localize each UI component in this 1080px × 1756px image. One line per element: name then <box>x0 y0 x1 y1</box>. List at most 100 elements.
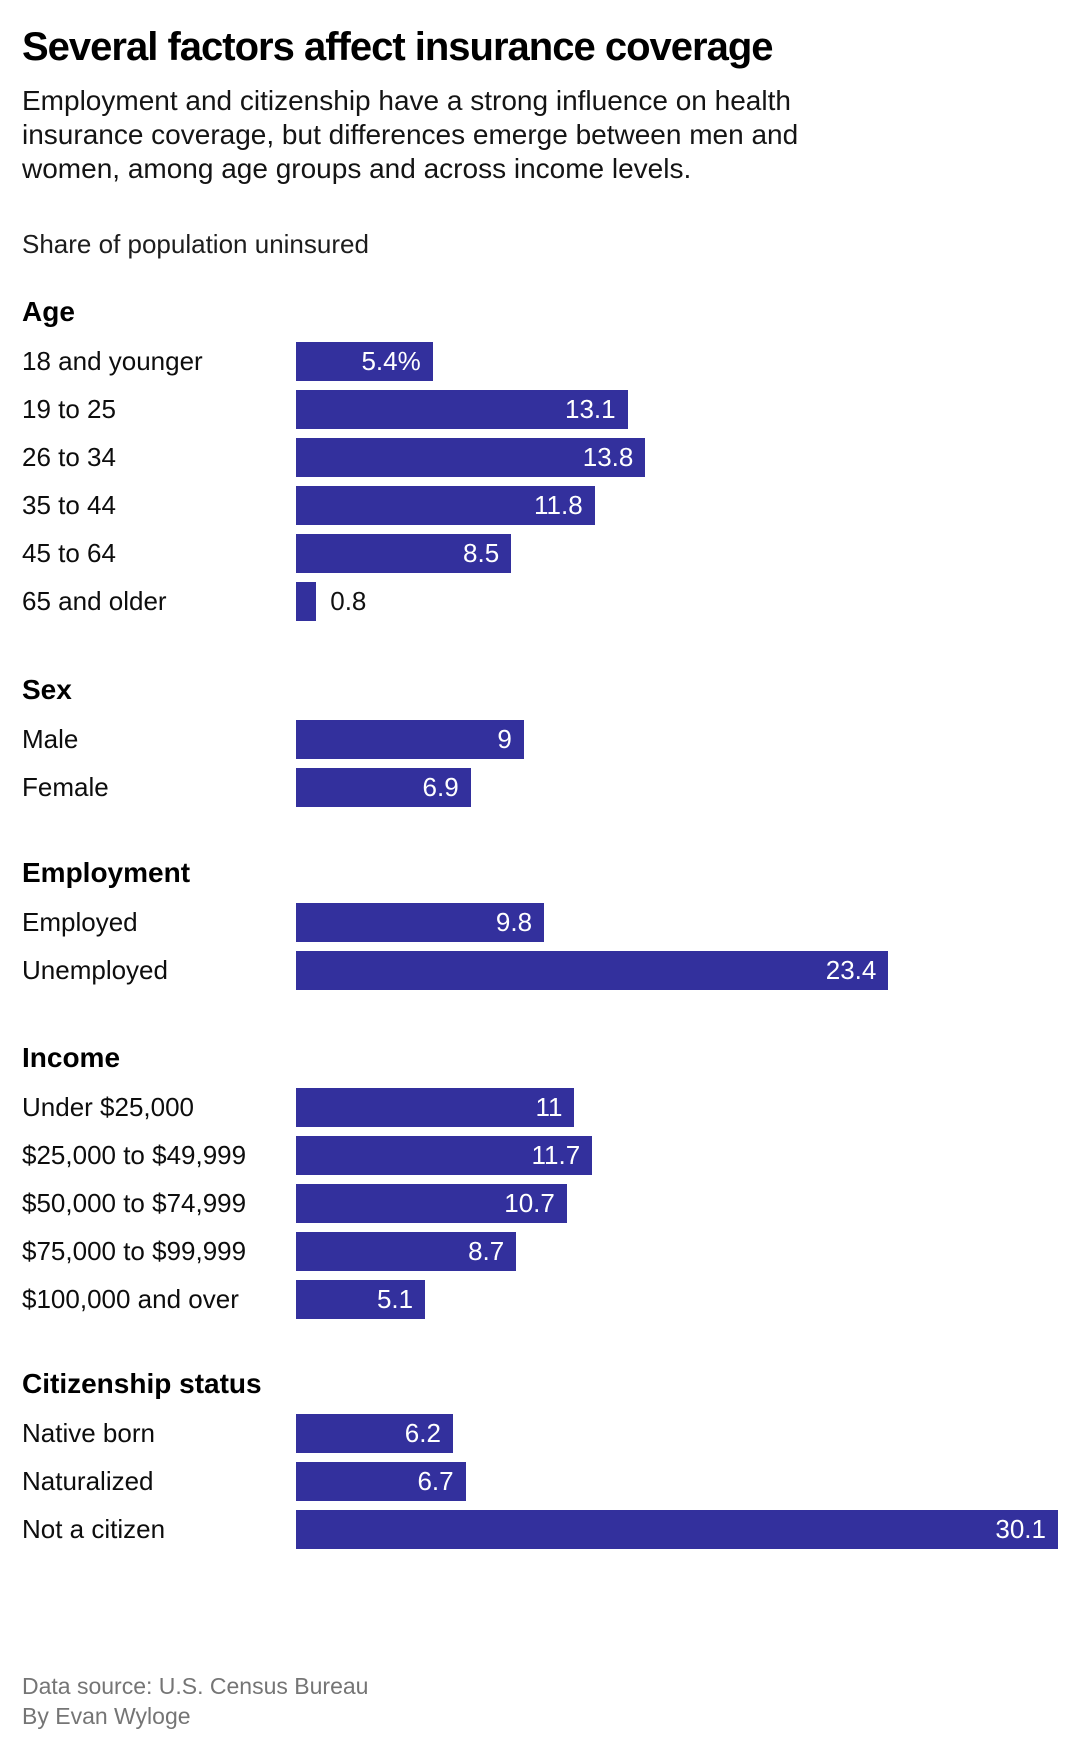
category-label: 26 to 34 <box>22 442 116 472</box>
bar-track: 0.8 <box>296 581 1058 621</box>
bar: 9.8 <box>296 902 545 942</box>
bar: 6.2 <box>296 1413 453 1453</box>
bar-row: $25,000 to $49,999 11.7 <box>22 1131 1058 1179</box>
bar-track: 8.5 <box>296 533 1058 573</box>
bar-value-label: 11 <box>535 1091 563 1122</box>
bar-track: 30.1 <box>296 1509 1058 1549</box>
byline: By Evan Wyloge <box>22 1703 191 1729</box>
bar-value-label: 11.7 <box>531 1139 581 1170</box>
category-label: Under $25,000 <box>22 1092 195 1122</box>
bar-track: 23.4 <box>296 950 1058 990</box>
category-label: Employed <box>22 907 138 937</box>
bar-value-label: 6.9 <box>422 771 459 802</box>
bar-row: Under $25,000 11 <box>22 1083 1058 1131</box>
category-label: 65 and older <box>22 586 167 616</box>
bar-track: 9.8 <box>296 902 1058 942</box>
bar <box>296 581 317 621</box>
bar: 11 <box>296 1087 575 1127</box>
bar-track: 5.1 <box>296 1279 1058 1319</box>
bar: 13.1 <box>296 389 628 429</box>
category-label: 35 to 44 <box>22 490 116 520</box>
bar-value-label: 5.1 <box>376 1283 414 1314</box>
category-label: $50,000 to $74,999 <box>22 1188 247 1218</box>
bar-value-label: 8.5 <box>463 537 500 568</box>
category-label: $25,000 to $49,999 <box>22 1140 247 1170</box>
bar-row: Naturalized 6.7 <box>22 1457 1058 1505</box>
bar-row: Not a citizen 30.1 <box>22 1505 1058 1553</box>
bar-row: Native born 6.2 <box>22 1409 1058 1457</box>
group-header: Citizenship status <box>22 1368 262 1399</box>
bar-row: Female 6.9 <box>22 763 1058 811</box>
bar-value-label: 0.8 <box>330 585 367 616</box>
subtitle-line: Employment and citizenship have a strong… <box>22 85 791 116</box>
bar-row: 35 to 44 11.8 <box>22 481 1058 529</box>
bar-row: 65 and older 0.8 <box>22 577 1058 625</box>
bar-row: 45 to 64 8.5 <box>22 529 1058 577</box>
bar: 8.7 <box>296 1231 517 1271</box>
bar-value-label: 6.7 <box>417 1465 454 1496</box>
bar-row: $50,000 to $74,999 10.7 <box>22 1179 1058 1227</box>
category-label: Naturalized <box>22 1466 154 1496</box>
bar: 5.4% <box>296 341 433 381</box>
category-label: 18 and younger <box>22 346 203 376</box>
bar-chart: Age 18 and younger 5.4% 19 to 25 13.1 26 to 3… <box>22 295 1058 1553</box>
bar: 23.4 <box>296 950 889 990</box>
category-label: 19 to 25 <box>22 394 116 424</box>
bar: 11.8 <box>296 485 595 525</box>
bar: 8.5 <box>296 533 512 573</box>
bar: 9 <box>296 719 524 759</box>
group-header: Income <box>22 1042 121 1073</box>
bar-group: Age 18 and younger 5.4% 19 to 25 13.1 26 to 3… <box>22 295 1058 625</box>
chart-footer: Data source: U.S. Census Bureau By Evan … <box>22 1671 1058 1731</box>
bar-track: 6.9 <box>296 767 1058 807</box>
bar-row: Employed 9.8 <box>22 898 1058 946</box>
bar-track: 11.8 <box>296 485 1058 525</box>
bar: 6.7 <box>296 1461 466 1501</box>
bar-row: $75,000 to $99,999 8.7 <box>22 1227 1058 1275</box>
bar-row: 26 to 34 13.8 <box>22 433 1058 481</box>
bar-value-label: 13.8 <box>582 441 634 472</box>
category-label: Unemployed <box>22 955 168 985</box>
bar-value-label: 9.8 <box>495 906 533 937</box>
bar-row: 19 to 25 13.1 <box>22 385 1058 433</box>
group-header: Employment <box>22 857 191 888</box>
bar-group: Citizenship status Native born 6.2 Naturali… <box>22 1367 1058 1553</box>
category-label: Not a citizen <box>22 1514 166 1544</box>
bar-group: Employment Employed 9.8 Unemployed 23.4 <box>22 856 1058 994</box>
bar-track: 11.7 <box>296 1135 1058 1175</box>
subtitle-line: insurance coverage, but differences emer… <box>22 119 799 150</box>
chart-units-label: Share of population uninsured <box>22 229 369 259</box>
subtitle-line: women, among age groups and across incom… <box>22 153 692 184</box>
bar-value-label: 8.7 <box>468 1235 505 1266</box>
bar-track: 13.1 <box>296 389 1058 429</box>
category-label: $75,000 to $99,999 <box>22 1236 247 1266</box>
bar-row: Unemployed 23.4 <box>22 946 1058 994</box>
bar-track: 10.7 <box>296 1183 1058 1223</box>
page-title: Several factors affect insurance coverag… <box>22 25 774 69</box>
bar: 13.8 <box>296 437 646 477</box>
bar-value-label: 6.2 <box>404 1417 441 1448</box>
bar-value-label: 23.4 <box>825 954 877 985</box>
bar: 10.7 <box>296 1183 567 1223</box>
bar-track: 13.8 <box>296 437 1058 477</box>
bar-track: 8.7 <box>296 1231 1058 1271</box>
bar-track: 11 <box>296 1087 1058 1127</box>
bar-value-label: 11.8 <box>534 489 583 520</box>
bar-value-label: 9 <box>497 723 512 754</box>
bar-group: Income Under $25,000 11 $25,000 to $49,999 1… <box>22 1041 1058 1323</box>
group-header: Age <box>22 296 75 327</box>
category-label: 45 to 64 <box>22 538 116 568</box>
bar: 11.7 <box>296 1135 593 1175</box>
bar-track: 5.4% <box>296 341 1058 381</box>
bar-group: Sex Male 9 Female 6.9 <box>22 673 1058 811</box>
bar-value-label: 13.1 <box>565 393 616 424</box>
data-source-note: Data source: U.S. Census Bureau <box>22 1673 369 1699</box>
bar-track: 9 <box>296 719 1058 759</box>
bar-row: 18 and younger 5.4% <box>22 337 1058 385</box>
bar: 30.1 <box>296 1509 1058 1549</box>
bar: 6.9 <box>296 767 471 807</box>
bar-value-label: 10.7 <box>504 1187 555 1218</box>
bar-track: 6.2 <box>296 1413 1058 1453</box>
group-header: Sex <box>22 674 72 705</box>
